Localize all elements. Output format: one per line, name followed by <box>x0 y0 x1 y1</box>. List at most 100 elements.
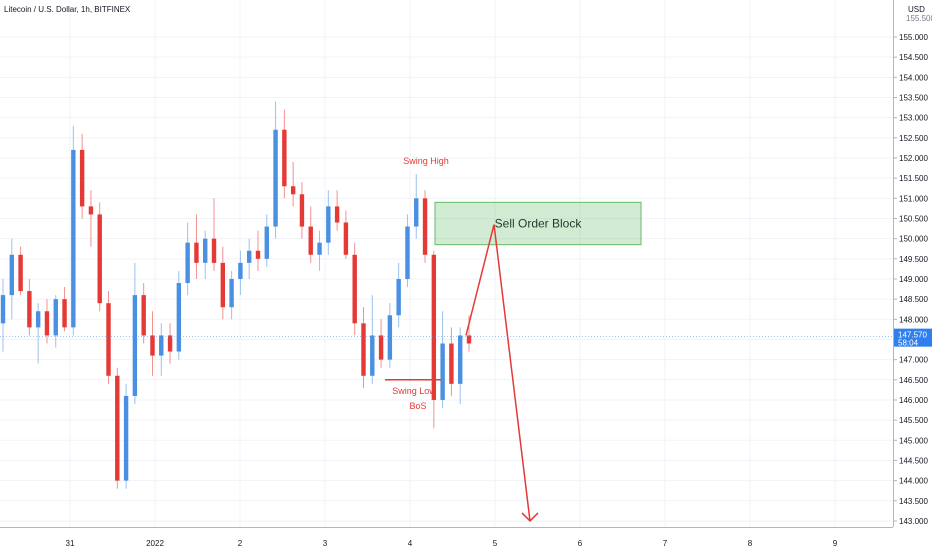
y-top-cut-label: 155.500 <box>906 14 932 23</box>
candle-body <box>71 149 76 328</box>
candle-body <box>422 198 428 255</box>
candle-body <box>203 238 208 263</box>
y-tick-label: 155.000 <box>899 33 928 42</box>
annotation-layer: Swing High Swing Low BoS <box>0 156 893 523</box>
projection-arrowhead <box>521 512 539 523</box>
candle-body <box>106 303 111 376</box>
candle-body <box>9 254 14 296</box>
candle-body <box>35 311 41 328</box>
candle-body <box>0 295 6 324</box>
y-tick-label: 145.000 <box>899 436 928 445</box>
candle-body <box>220 262 226 308</box>
price-axis-panel <box>893 0 932 550</box>
y-tick-label: 144.000 <box>899 477 928 486</box>
projection-path <box>465 224 531 522</box>
candle-body <box>352 254 357 324</box>
candle-body <box>53 299 58 336</box>
candle-body <box>458 335 463 384</box>
y-tick-label: 148.500 <box>899 295 928 304</box>
candle-body <box>414 198 419 227</box>
chart-title: Litecoin / U.S. Dollar, 1h, BITFINEX <box>4 5 131 14</box>
candle-body <box>18 254 23 292</box>
y-tick-label: 143.500 <box>899 497 928 506</box>
candle-body <box>123 395 129 481</box>
candle-body <box>176 283 182 352</box>
candle-body <box>449 343 454 384</box>
candle-body <box>317 242 322 255</box>
candle-body <box>361 323 366 376</box>
x-tick-label: 9 <box>833 539 838 548</box>
y-tick-label: 151.000 <box>899 194 928 203</box>
y-tick-label: 153.500 <box>899 93 928 102</box>
order-block-layer: Sell Order Block <box>434 201 642 246</box>
candle-body <box>88 206 94 215</box>
y-tick-label: 152.500 <box>899 134 928 143</box>
y-tick-label: 154.500 <box>899 53 928 62</box>
y-tick-label: 152.000 <box>899 154 928 163</box>
candle-body <box>141 295 146 336</box>
y-tick-label: 150.500 <box>899 214 928 223</box>
candle-body <box>334 206 340 223</box>
candle-body <box>378 335 384 360</box>
y-tick-label: 149.000 <box>899 275 928 284</box>
current-price-box <box>894 328 932 347</box>
candle-layer <box>0 101 472 489</box>
bos-label: BoS <box>409 401 426 411</box>
x-tick-label: 7 <box>663 539 668 548</box>
candle-body <box>387 315 393 360</box>
grid-layer <box>0 0 893 527</box>
candle-body <box>44 311 50 336</box>
candle-body <box>290 186 296 195</box>
y-tick-label: 150.000 <box>899 235 928 244</box>
candle-body <box>238 262 243 279</box>
y-tick-label: 149.500 <box>899 255 928 264</box>
candle-body <box>79 149 85 207</box>
candle-body <box>299 194 305 227</box>
x-tick-label: 3 <box>323 539 328 548</box>
candle-body <box>370 335 375 376</box>
candle-body <box>396 278 401 316</box>
y-tick-label: 146.000 <box>899 396 928 405</box>
candle-body <box>27 291 32 328</box>
candle-body <box>185 242 190 284</box>
x-tick-label: 4 <box>408 539 413 548</box>
y-tick-label: 148.000 <box>899 315 928 324</box>
x-tick-label: 2 <box>238 539 243 548</box>
candle-body <box>264 226 269 259</box>
x-tick-label: 8 <box>748 539 753 548</box>
swing-high-label: Swing High <box>403 156 449 166</box>
candle-body <box>159 335 164 356</box>
y-tick-label: 151.500 <box>899 174 928 183</box>
x-tick-label: 2022 <box>146 539 164 548</box>
sell-order-block-label: Sell Order Block <box>495 217 583 231</box>
candle-body <box>150 335 155 356</box>
candle-body <box>431 254 437 400</box>
candle-body <box>343 222 349 255</box>
candle-body <box>282 129 287 187</box>
candle-body <box>194 242 199 263</box>
y-tick-label: 153.000 <box>899 114 928 123</box>
sell-order-block-zone <box>434 201 642 246</box>
candle-body <box>255 250 261 259</box>
y-tick-label: 154.000 <box>899 73 928 82</box>
candle-body <box>115 375 120 481</box>
candle-body <box>440 343 445 400</box>
x-tick-label: 6 <box>578 539 583 548</box>
candle-body <box>326 206 331 243</box>
y-tick-label: 145.500 <box>899 416 928 425</box>
candle-body <box>405 226 410 279</box>
candle-body <box>466 335 472 344</box>
candle-body <box>211 238 217 263</box>
y-tick-label: 147.000 <box>899 356 928 365</box>
candle-body <box>132 295 138 396</box>
currency-label: USD <box>908 5 925 14</box>
y-tick-label: 143.000 <box>899 517 928 526</box>
y-tick-label: 146.500 <box>899 376 928 385</box>
candle-body <box>308 226 313 255</box>
current-price-label: 147.570 <box>898 331 927 340</box>
candle-body <box>229 278 234 308</box>
candle-body <box>167 335 173 352</box>
